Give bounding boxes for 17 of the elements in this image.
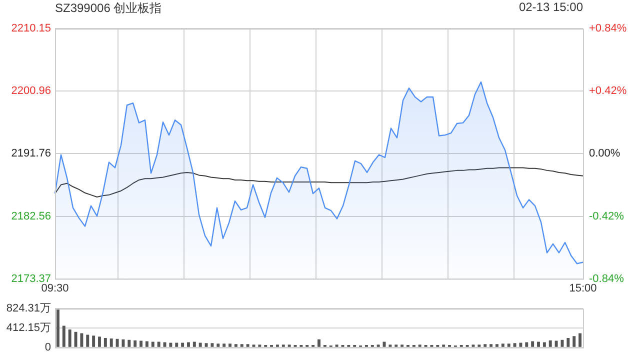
y2-tick-label: -0.42%	[589, 210, 624, 222]
y2-tick-label: +0.84%	[589, 22, 627, 35]
y-tick-label: 2210.15	[11, 22, 51, 35]
y-tick-label: 2182.56	[11, 210, 51, 222]
x-tick-label: 15:00	[569, 282, 597, 294]
y-tick-label: 2200.96	[11, 85, 51, 98]
y2-tick-label: 0.00%	[589, 148, 620, 160]
y-tick-label: 824.31万	[6, 302, 51, 315]
y-tick-label: 2173.37	[11, 272, 51, 285]
text: 02-13 15:00	[518, 0, 583, 14]
y-tick-label: 0	[44, 341, 51, 354]
chart-title: SZ399006 创业板指	[55, 0, 162, 16]
y2-tick-label: +0.42%	[589, 85, 627, 98]
x-tick-label: 09:30	[41, 282, 69, 294]
y-tick-label: 2191.76	[11, 148, 51, 160]
y-tick-label: 412.15万	[6, 322, 51, 334]
y2-tick-label: -0.84%	[589, 272, 624, 285]
